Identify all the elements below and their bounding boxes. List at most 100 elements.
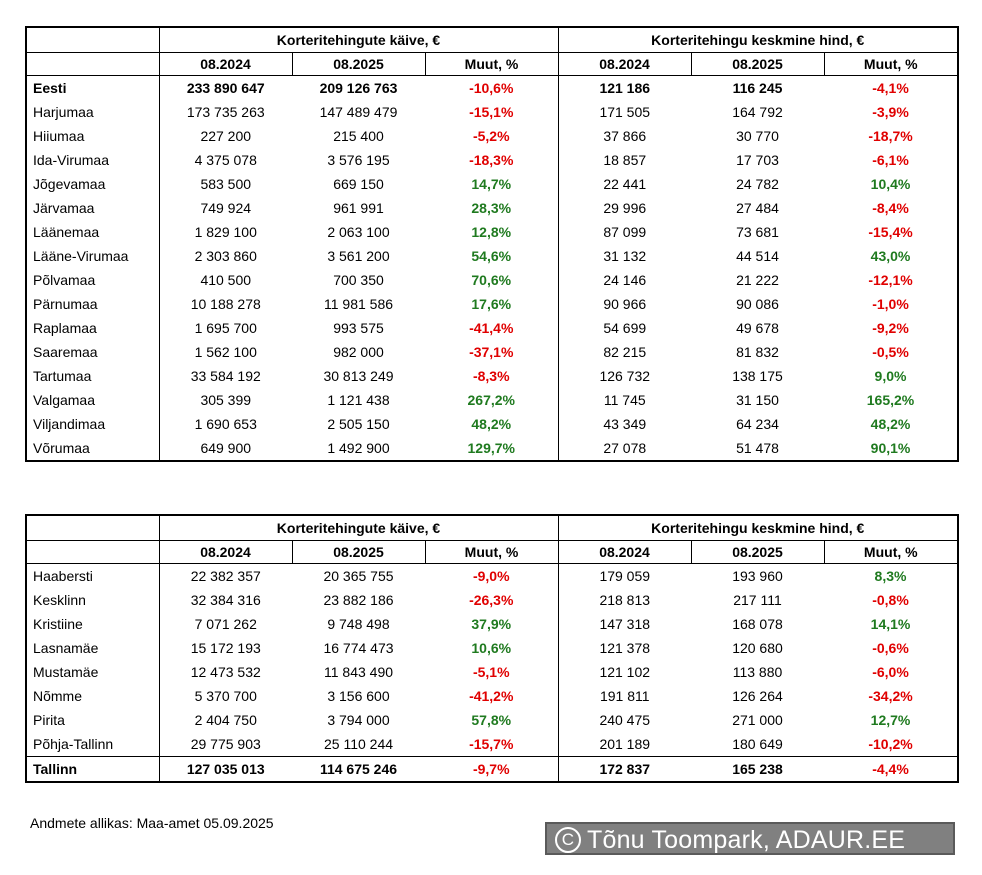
table-row: Põhja-Tallinn 29 775 903 25 110 244 -15,7% 2… [26,732,958,757]
value-cell: 982 000 [333,344,384,360]
subheader-row: 08.2024 08.2025 Muut, % 08.2024 08.2025 … [26,540,959,564]
value-cell: 2 404 750 [194,712,257,728]
value-cell: 961 991 [333,200,384,216]
change-percent-cell: 267,2% [425,388,559,412]
value-cell: 127 035 013 [159,756,292,782]
table-row: Põlvamaa 410 500 700 350 70,6% 24 146 21 222 -… [26,268,958,292]
value-cell: 10 188 278 [190,296,261,312]
turnover-group-title: Korteritehingute käive, € [158,27,559,53]
change-percent-cell: -3,9% [872,104,909,120]
row-name: Lasnamäe [26,636,160,660]
value-cell: 43 349 [603,416,647,432]
change-percent-cell: -15,7% [425,732,559,757]
value-cell: 583 500 [200,176,252,192]
value-cell: 22 441 [603,176,647,192]
change-percent-cell: 12,7% [870,712,911,728]
row-name: Viljandimaa [26,412,160,436]
change-percent-cell: 48,2% [425,412,559,436]
change-percent-cell: 9,0% [874,368,907,384]
change-percent-cell: -4,4% [824,756,959,782]
avg-price-group-title: Korteritehingu keskmine hind, € [557,27,959,53]
row-name: Kristiine [26,612,160,636]
change-percent-cell: 43,0% [870,248,911,264]
avg-price-group-title: Korteritehingu keskmine hind, € [557,515,959,541]
value-cell: 1 690 653 [194,416,257,432]
value-cell: 25 110 244 [323,736,394,752]
change-percent-cell: -15,1% [425,100,559,124]
value-cell: 49 678 [736,320,779,336]
change-percent-cell: 70,6% [425,268,559,292]
subheader-cell: 08.2025 [291,540,426,564]
row-name: Võrumaa [26,436,160,461]
table-row: Valgamaa 305 399 1 121 438 267,2% 11 745 31 1… [26,388,958,412]
value-cell: 271 000 [732,712,783,728]
corner-cell [26,515,160,541]
value-cell: 29 996 [603,200,647,216]
subheader-cell: 08.2025 [291,52,426,76]
value-cell: 5 370 700 [194,688,257,704]
value-cell: 168 078 [732,616,783,632]
row-name: Põlvamaa [26,268,160,292]
value-cell: 33 584 192 [190,368,261,384]
value-cell: 30 770 [736,128,779,144]
group-header-row: Korteritehingute käive, € Korteritehingu… [26,27,959,53]
value-cell: 227 200 [200,128,252,144]
row-name: Valgamaa [26,388,160,412]
value-cell: 23 882 186 [323,592,394,608]
change-percent-cell: -37,1% [425,340,559,364]
row-name: Raplamaa [26,316,160,340]
value-cell: 1 121 438 [327,392,390,408]
value-cell: 81 832 [736,344,779,360]
change-percent-cell: 54,6% [425,244,559,268]
value-cell: 22 382 357 [190,568,261,584]
value-cell: 3 794 000 [327,712,390,728]
table-row: Läänemaa 1 829 100 2 063 100 12,8% 87 099 73 … [26,220,958,244]
change-percent-cell: -26,3% [425,588,559,612]
value-cell: 11 745 [603,392,646,408]
value-cell: 165 238 [691,756,824,782]
subheader-cell: Muut, % [424,540,559,564]
value-cell: 164 792 [732,104,783,120]
change-percent-cell: 129,7% [425,436,559,461]
subheader-cell: 08.2025 [690,540,825,564]
change-percent-cell: -5,1% [425,660,559,684]
value-cell: 30 813 249 [323,368,394,384]
change-percent-cell: -0,5% [872,344,909,360]
value-cell: 649 900 [200,440,252,456]
value-cell: 120 680 [732,640,783,656]
table-row: Harjumaa 173 735 263 147 489 479 -15,1% 171 … [26,100,958,124]
change-percent-cell: 57,8% [425,708,559,732]
row-name: Läänemaa [26,220,160,244]
value-cell: 27 484 [736,200,779,216]
change-percent-cell: -9,0% [425,563,559,588]
change-percent-cell: 90,1% [870,440,911,456]
row-name: Tallinn [26,756,160,782]
value-cell: 9 748 498 [327,616,390,632]
subheader-cell: Muut, % [823,540,959,564]
subheader-cell: 08.2024 [557,52,692,76]
value-cell: 12 473 532 [190,664,261,680]
value-cell: 1 562 100 [194,344,257,360]
row-name: Pärnumaa [26,292,160,316]
table-row: Viljandimaa 1 690 653 2 505 150 48,2% 43 349… [26,412,958,436]
change-percent-cell: -8,4% [872,200,909,216]
change-percent-cell: 12,8% [425,220,559,244]
value-cell: 113 880 [732,664,783,680]
value-cell: 87 099 [603,224,647,240]
change-percent-cell: -6,1% [872,152,909,168]
subheader-cell: Muut, % [823,52,959,76]
change-percent-cell: -12,1% [868,272,913,288]
subheader-cell: 08.2024 [557,540,692,564]
row-name: Pirita [26,708,160,732]
value-cell: 11 981 586 [323,296,394,312]
row-name: Põhja-Tallinn [26,732,160,757]
table-row: Nõmme 5 370 700 3 156 600 -41,2% 191 811 126 … [26,684,958,708]
change-percent-cell: 10,6% [425,636,559,660]
value-cell: 3 156 600 [327,688,390,704]
copyright-banner: C Tõnu Toompark, ADAUR.EE [545,822,955,855]
table-row: Järvamaa 749 924 961 991 28,3% 29 996 27 484 -… [26,196,958,220]
value-cell: 15 172 193 [190,640,261,656]
subheader-blank [26,52,160,76]
value-cell: 993 575 [333,320,384,336]
value-cell: 1 695 700 [194,320,257,336]
